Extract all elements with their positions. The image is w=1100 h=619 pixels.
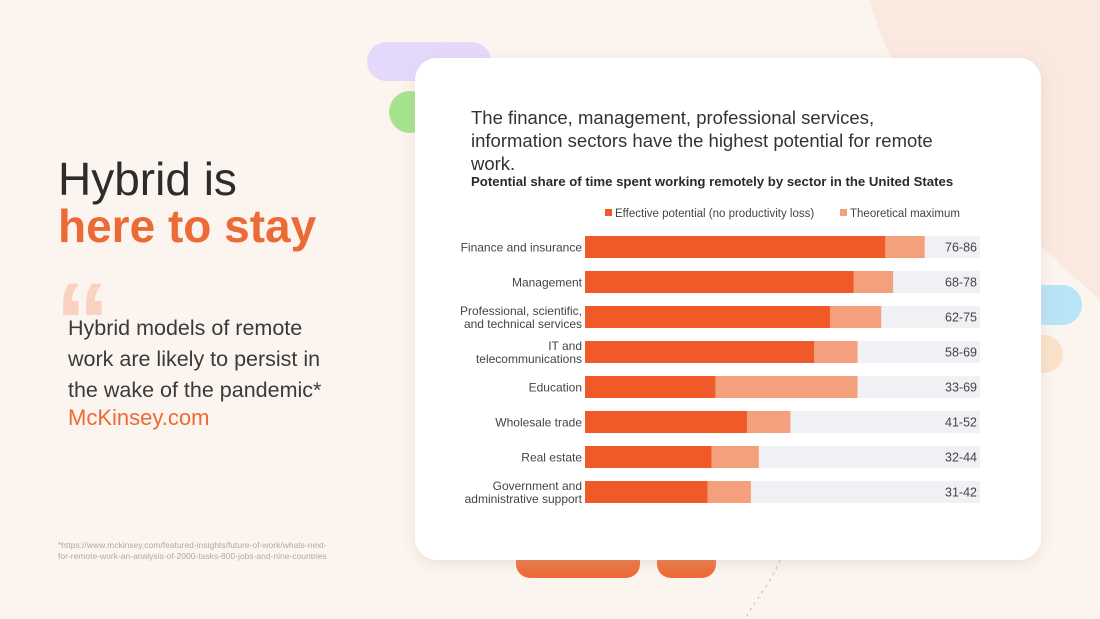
- bar: [585, 271, 854, 293]
- heading: Hybrid is: [58, 153, 237, 205]
- category-label: Education: [529, 381, 582, 395]
- category-label: Finance and insurance: [461, 241, 583, 255]
- legend-swatch: [840, 209, 847, 216]
- chart-subtitle: Potential share of time spent working re…: [471, 174, 953, 189]
- bar: [585, 306, 830, 328]
- legend-label: Effective potential (no productivity los…: [615, 208, 814, 220]
- chart-title: information sectors have the highest pot…: [471, 130, 933, 151]
- value-label: 32-44: [945, 451, 977, 465]
- value-label: 68-78: [945, 276, 977, 290]
- chart-title: work.: [470, 153, 515, 174]
- bar: [585, 446, 712, 468]
- bar: [585, 411, 747, 433]
- category-label: and technical services: [464, 317, 582, 331]
- bar: [585, 236, 886, 258]
- legend-label: Theoretical maximum: [850, 208, 960, 220]
- dotted-line: [744, 559, 781, 619]
- category-label: administrative support: [465, 492, 583, 506]
- legend-swatch: [605, 209, 612, 216]
- footnote: *https://www.mckinsey.com/featured-insig…: [58, 540, 327, 550]
- category-label: Real estate: [521, 451, 582, 465]
- quote-mark: “: [55, 261, 110, 384]
- value-label: 33-69: [945, 381, 977, 395]
- quote-text: work are likely to persist in: [67, 347, 320, 371]
- value-label: 58-69: [945, 346, 977, 360]
- footnote: for-remote-work-an-analysis-of-2000-task…: [58, 551, 327, 561]
- quote-text: Hybrid models of remote: [68, 316, 302, 340]
- category-label: IT and: [548, 339, 582, 353]
- category-label: Wholesale trade: [495, 416, 582, 430]
- bar: [585, 341, 815, 363]
- value-label: 41-52: [945, 416, 977, 430]
- quote-text: the wake of the pandemic*: [68, 378, 322, 402]
- bar: [585, 481, 708, 503]
- value-label: 62-75: [945, 311, 977, 325]
- category-label: telecommunications: [476, 352, 582, 366]
- chart-title: The finance, management, professional se…: [471, 107, 874, 128]
- heading-accent: here to stay: [58, 200, 317, 252]
- source: McKinsey.com: [68, 405, 209, 430]
- bar: [585, 376, 716, 398]
- category-label: Government and: [493, 479, 582, 493]
- category-label: Management: [512, 276, 583, 290]
- category-label: Professional, scientific,: [460, 304, 582, 318]
- value-label: 76-86: [945, 241, 977, 255]
- value-label: 31-42: [945, 486, 977, 500]
